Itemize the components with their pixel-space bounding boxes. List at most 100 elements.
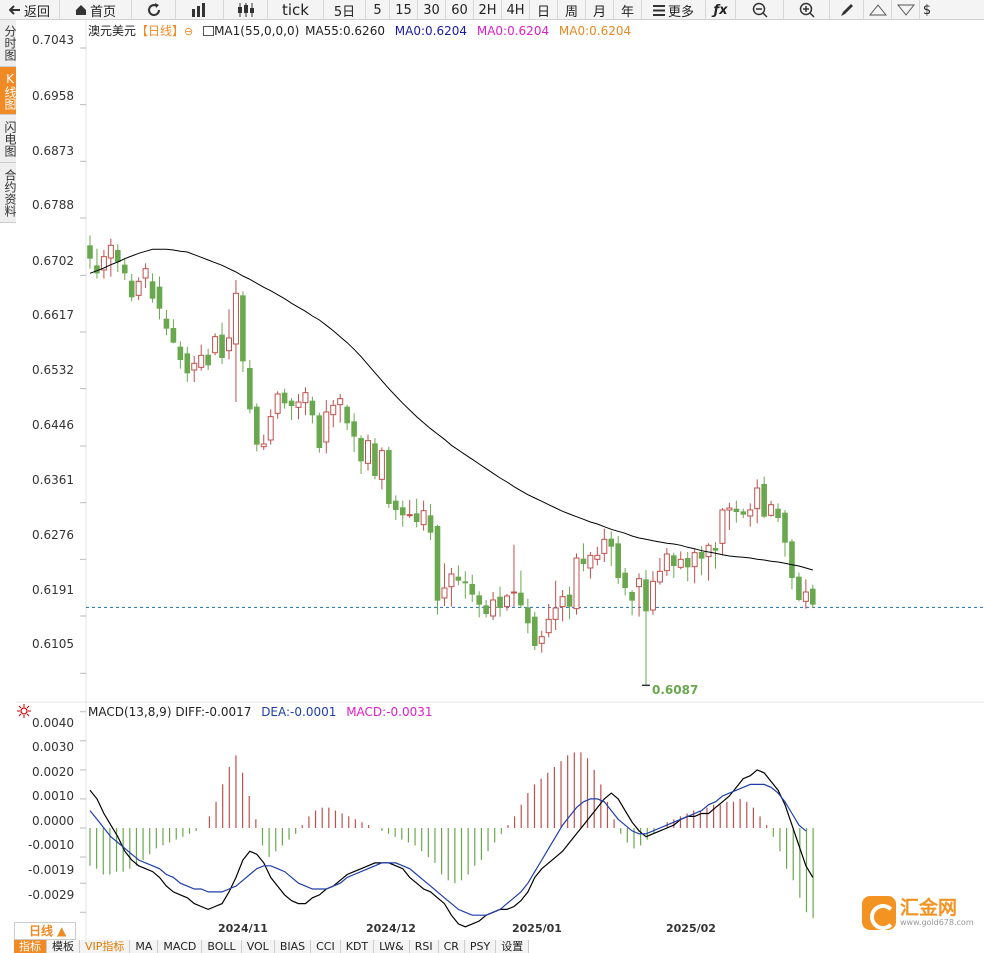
more-button[interactable]: 更多 xyxy=(642,0,706,20)
sidebar-item-timeshare[interactable]: 分时图 xyxy=(0,20,17,67)
candle-body xyxy=(719,509,726,544)
tick-button[interactable]: tick xyxy=(268,0,324,20)
price-tick: 0.6958 xyxy=(32,89,74,103)
menu-icon xyxy=(652,4,665,16)
draw-line-button[interactable] xyxy=(830,0,864,20)
period-15min[interactable]: 15 xyxy=(390,0,418,20)
period-5day[interactable]: 5日 xyxy=(324,0,366,20)
dollar-icon: $ xyxy=(922,2,932,18)
candle-body xyxy=(260,443,267,448)
tab-kdt[interactable]: KDT xyxy=(340,940,375,953)
period-year[interactable]: 年 xyxy=(614,0,642,20)
tab-macd[interactable]: MACD xyxy=(158,940,203,953)
formula-button[interactable]: ƒx xyxy=(706,0,736,20)
zoom-out-button[interactable] xyxy=(736,0,784,20)
period-30min[interactable]: 30 xyxy=(418,0,446,20)
candle-body xyxy=(295,401,302,408)
toolbar: 返回 首页 tick 5日 5 15 30 60 2H 4H 日 周 月 年 更… xyxy=(0,0,984,20)
sun-icon[interactable] xyxy=(17,704,31,718)
tab-vol[interactable]: VOL xyxy=(241,940,275,953)
draw-down-triangle-button[interactable] xyxy=(892,0,920,20)
triangle-down-icon xyxy=(896,4,915,16)
tab-vip-indicators[interactable]: VIP指标 xyxy=(80,940,131,953)
candle-body xyxy=(525,607,531,624)
candle-body xyxy=(406,514,413,517)
candle-body xyxy=(497,596,503,608)
candle-body xyxy=(288,400,295,406)
tab-cci[interactable]: CCI xyxy=(311,940,341,953)
tab-cr[interactable]: CR xyxy=(438,940,465,953)
sidebar-item-flash[interactable]: 闪电图 xyxy=(0,115,17,163)
candle-body xyxy=(163,318,170,329)
candle-body xyxy=(184,353,191,374)
macd-tick: 0.0020 xyxy=(32,765,74,779)
tab-lw[interactable]: LW& xyxy=(374,940,410,953)
refresh-button[interactable] xyxy=(132,0,176,20)
candle-body xyxy=(552,607,559,620)
zoom-in-icon xyxy=(799,2,815,18)
candle-body xyxy=(240,295,246,362)
tab-boll[interactable]: BOLL xyxy=(202,940,242,953)
ma-settings-icon[interactable] xyxy=(203,26,215,36)
bar-chart-type-button[interactable] xyxy=(176,0,224,20)
candle-body xyxy=(462,581,469,584)
sidebar-item-kline[interactable]: K线图 xyxy=(0,67,17,115)
candle-body xyxy=(274,393,281,414)
period-week[interactable]: 周 xyxy=(558,0,586,20)
candle-body xyxy=(684,558,691,568)
candle-body xyxy=(191,362,198,371)
candlestick-type-button[interactable] xyxy=(224,0,268,20)
candle-body xyxy=(344,406,350,424)
ma0-value-c: MA0:0.6204 xyxy=(558,24,632,38)
minimize-icon[interactable]: ⊖ xyxy=(184,25,194,38)
ma0-value-a: MA0:0.6204 xyxy=(394,24,468,38)
price-tick: 0.6191 xyxy=(32,583,74,597)
sidebar-item-contract[interactable]: 合约资料 xyxy=(0,163,17,223)
candle-body xyxy=(254,406,260,445)
candle-body xyxy=(198,354,205,368)
candle-body xyxy=(281,392,288,404)
candle-body xyxy=(100,256,107,271)
candle-body xyxy=(128,280,135,298)
tab-ma[interactable]: MA xyxy=(130,940,159,953)
candle-body xyxy=(747,509,754,517)
candle-body xyxy=(754,487,761,510)
watermark-name: 汇金网 xyxy=(900,897,958,919)
candle-body xyxy=(504,595,510,608)
period-4h[interactable]: 4H xyxy=(502,0,530,20)
zoom-in-button[interactable] xyxy=(784,0,830,20)
candle-body xyxy=(726,507,733,511)
candle-body xyxy=(372,443,378,476)
candlestick-icon xyxy=(237,3,254,17)
view-sidebar: 分时图 K线图 闪电图 合约资料 xyxy=(0,20,17,223)
period-5min[interactable]: 5 xyxy=(366,0,390,20)
period-2h[interactable]: 2H xyxy=(474,0,502,20)
macd-value: MACD:-0.0031 xyxy=(346,705,433,719)
period-month[interactable]: 月 xyxy=(586,0,614,20)
back-button[interactable]: 返回 xyxy=(0,0,60,20)
period-day[interactable]: 日 xyxy=(530,0,558,20)
tab-indicators[interactable]: 指标 xyxy=(14,940,47,953)
draw-triangle-button[interactable] xyxy=(864,0,892,20)
period-selector[interactable]: 日线 ▲ xyxy=(14,922,76,940)
tab-templates[interactable]: 模板 xyxy=(47,940,80,953)
tab-bias[interactable]: BIAS xyxy=(274,940,312,953)
candle-body xyxy=(782,512,788,543)
watermark-logo-icon xyxy=(862,896,896,930)
candle-body xyxy=(768,504,775,516)
x-label: 2024/12 xyxy=(366,922,416,935)
candle-body xyxy=(399,507,406,516)
candle-body xyxy=(232,292,239,345)
candle-body xyxy=(518,592,524,606)
macd-tick: 0.0040 xyxy=(32,716,74,730)
ma0-value-b: MA0:0.6204 xyxy=(476,24,550,38)
candle-body xyxy=(351,421,357,437)
tab-settings[interactable]: 设置 xyxy=(496,940,530,953)
tab-psy[interactable]: PSY xyxy=(464,940,497,953)
candle-body xyxy=(643,579,649,612)
dollar-button[interactable]: $ xyxy=(920,0,934,20)
tab-rsi[interactable]: RSI xyxy=(409,940,439,953)
period-60min[interactable]: 60 xyxy=(446,0,474,20)
home-button[interactable]: 首页 xyxy=(60,0,132,20)
